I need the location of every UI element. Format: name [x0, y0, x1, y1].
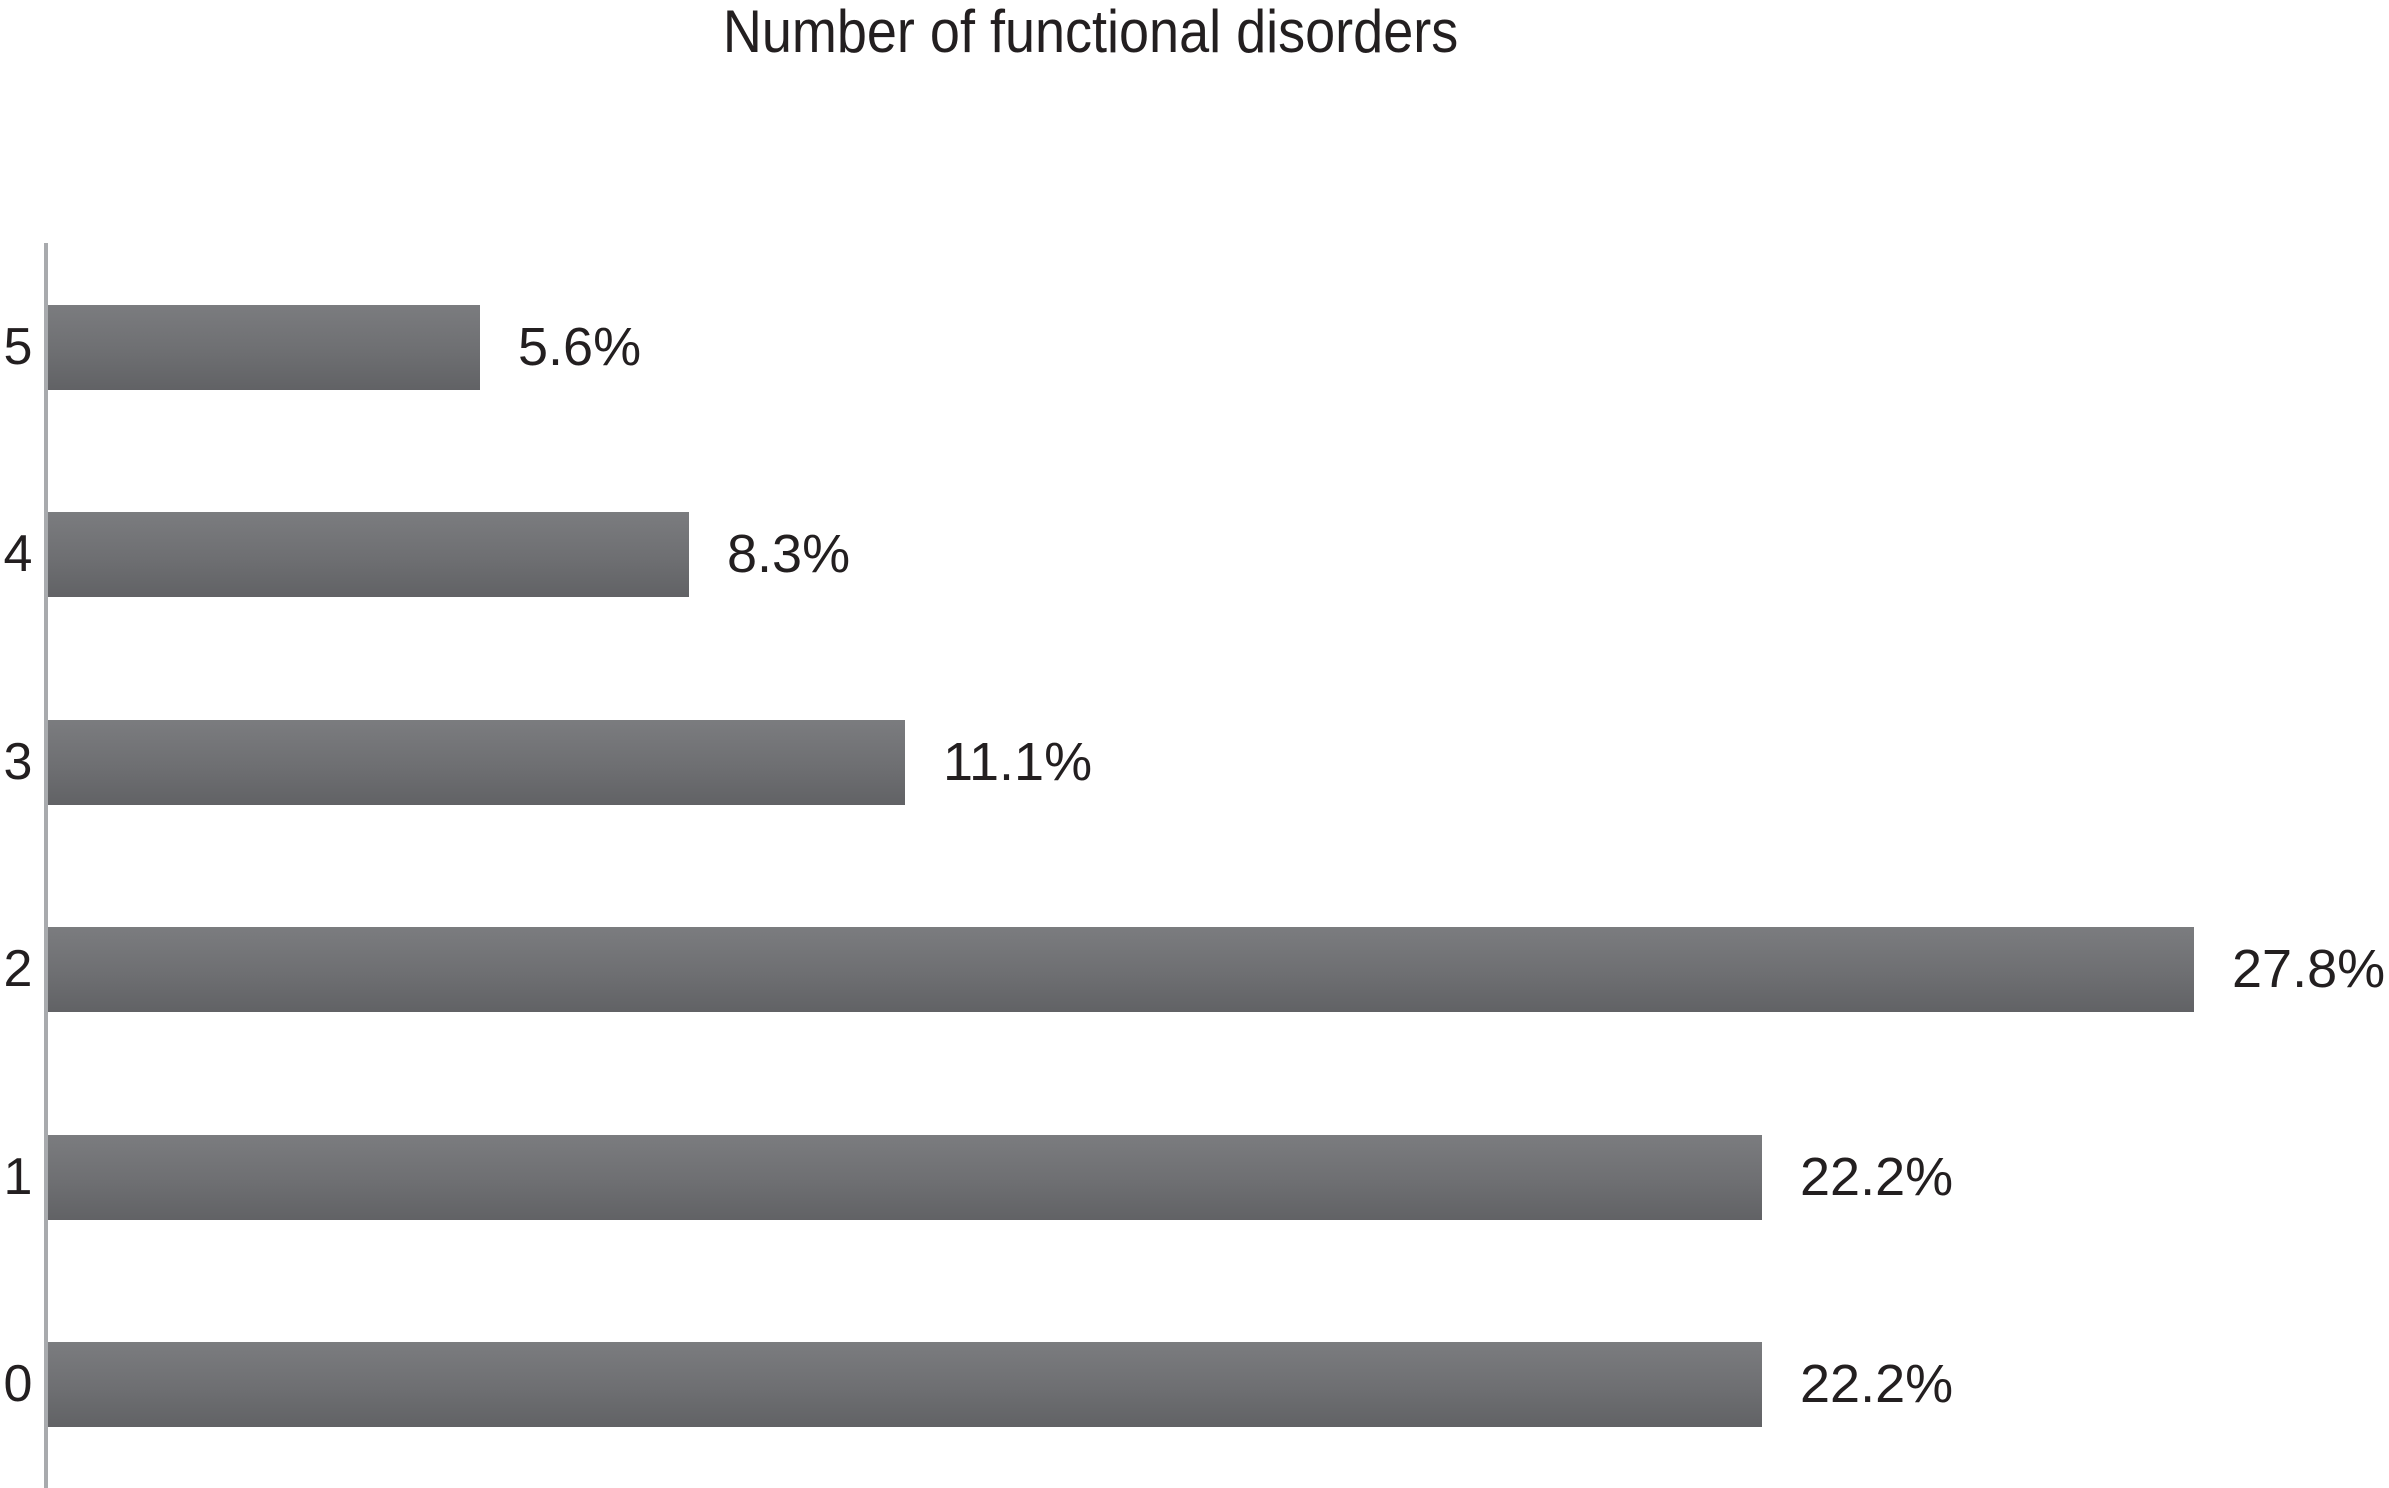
category-label: 0: [3, 1355, 33, 1413]
value-label: 5.6%: [518, 317, 642, 377]
chart-title-wrap: Number of functional disorders: [0, 0, 2182, 62]
category-label: 2: [3, 940, 33, 998]
bar: [48, 1135, 1762, 1220]
bar-row-1: 1 22.2%: [0, 1135, 2389, 1220]
category-label: 1: [3, 1148, 33, 1206]
bar: [48, 305, 480, 390]
bar-row-2: 2 27.8%: [0, 927, 2389, 1012]
value-label: 22.2%: [1800, 1147, 1954, 1207]
value-label: 11.1%: [943, 732, 1093, 792]
category-label: 3: [3, 733, 33, 791]
bar-row-5: 5 5.6%: [0, 305, 2389, 390]
bar: [48, 927, 2194, 1012]
value-label: 22.2%: [1800, 1354, 1954, 1414]
chart-title: Number of functional disorders: [723, 0, 1459, 65]
plot-area: 5 5.6% 4 8.3% 3 11.1% 2 27.8% 1 22.2% 0 22.2%: [0, 243, 2389, 1488]
bar-row-3: 3 11.1%: [0, 720, 2389, 805]
bar: [48, 720, 905, 805]
category-label: 4: [3, 525, 33, 583]
y-axis-line: [44, 243, 48, 1488]
bar: [48, 1342, 1762, 1427]
value-label: 8.3%: [727, 524, 851, 584]
bar-row-4: 4 8.3%: [0, 512, 2389, 597]
value-label: 27.8%: [2232, 939, 2386, 999]
category-label: 5: [3, 318, 33, 376]
bar: [48, 512, 689, 597]
bar-row-0: 0 22.2%: [0, 1342, 2389, 1427]
